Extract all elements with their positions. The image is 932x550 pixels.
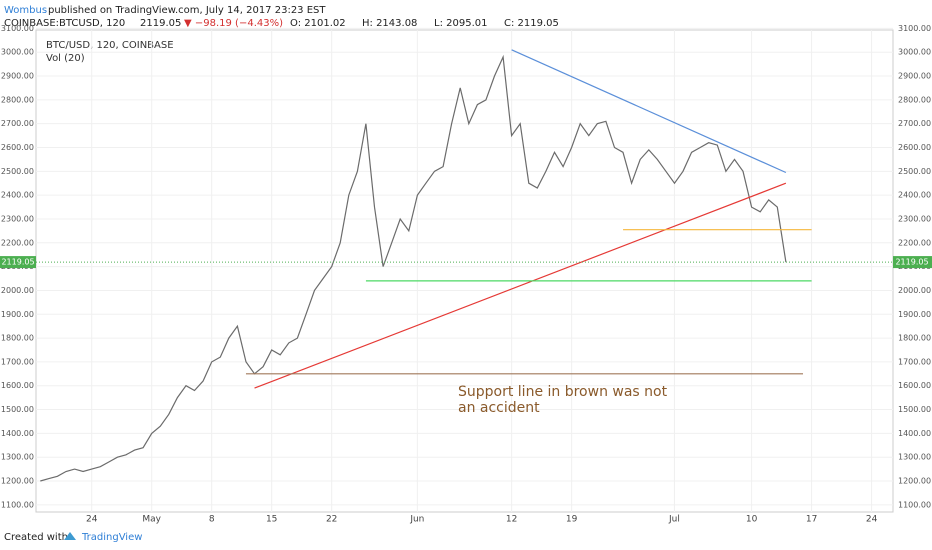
x-tick-label: 24: [866, 515, 878, 525]
trend-line: [254, 182, 787, 389]
y-tick-label-left: 1200.00: [1, 477, 34, 486]
annotation: Support line in brown was not an accident: [458, 384, 668, 416]
x-tick-label: Jul: [668, 515, 680, 525]
y-tick-label-left: 2200.00: [1, 238, 34, 247]
footer-created: Created with: [4, 532, 68, 543]
last-price-badge: [0, 256, 36, 269]
y-tick-label-left: 1900.00: [1, 310, 34, 319]
price-line: [40, 54, 787, 482]
last-price-badge: [893, 256, 932, 269]
y-tick-label-left: 2300.00: [1, 214, 34, 223]
x-tick-label: 22: [326, 515, 337, 525]
y-tick-label-left: 2900.00: [1, 72, 34, 81]
author[interactable]: Wombus: [4, 5, 47, 16]
x-tick-label: 19: [566, 515, 578, 525]
high: H: 2143.08: [362, 18, 417, 29]
x-tick-label: 15: [266, 515, 277, 525]
low: L: 2095.01: [434, 18, 487, 29]
y-tick-label-right: 1900.00: [898, 310, 931, 319]
close: C: 2119.05: [504, 18, 559, 29]
y-tick-label-left: 2400.00: [1, 191, 34, 200]
plot-frame: [35, 29, 894, 513]
x-tick-label: 24: [86, 515, 98, 525]
y-tick-label-right: 1700.00: [898, 357, 931, 366]
price: 2119.05: [140, 18, 181, 29]
x-tick-label: 12: [506, 515, 517, 525]
y-tick-label-left: 1800.00: [1, 334, 34, 343]
x-tick-label: 8: [209, 515, 215, 525]
y-tick-label-left: 1700.00: [1, 357, 34, 366]
chart-subtitle: Vol (20): [46, 53, 85, 64]
y-tick-label-right: 2600.00: [898, 143, 931, 152]
y-tick-label-right: 2800.00: [898, 95, 931, 104]
last-price-label: 2119.05: [895, 258, 928, 267]
y-tick-label-right: 2400.00: [898, 191, 931, 200]
y-tick-label-right: 2900.00: [898, 72, 931, 81]
y-tick-label-right: 2700.00: [898, 119, 931, 128]
chart-title: BTC/USD, 120, COINBASE: [46, 40, 174, 51]
y-tick-label-right: 1300.00: [898, 453, 931, 462]
trend-line: [511, 49, 787, 174]
y-tick-label-right: 1400.00: [898, 429, 931, 438]
y-tick-label-left: 2600.00: [1, 143, 34, 152]
y-tick-label-right: 1200.00: [898, 477, 931, 486]
footer-brand[interactable]: TradingView: [81, 532, 142, 543]
change: ▼ −98.19 (−4.43%): [184, 18, 283, 29]
y-tick-label-left: 2000.00: [1, 286, 34, 295]
y-tick-label-right: 2200.00: [898, 238, 931, 247]
y-tick-label-left: 1100.00: [1, 500, 34, 509]
y-tick-label-right: 3100.00: [898, 24, 931, 33]
y-tick-label-right: 3000.00: [898, 48, 931, 57]
y-tick-label-right: 1800.00: [898, 334, 931, 343]
published: published on TradingView.com, July 14, 2…: [48, 5, 326, 16]
y-tick-label-left: 2800.00: [1, 95, 34, 104]
y-tick-label-left: 1600.00: [1, 381, 34, 390]
y-tick-label-right: 1500.00: [898, 405, 931, 414]
y-tick-label-left: 2700.00: [1, 119, 34, 128]
y-tick-label-left: 2500.00: [1, 167, 34, 176]
y-tick-label-right: 2000.00: [898, 286, 931, 295]
y-tick-label-left: 1400.00: [1, 429, 34, 438]
y-tick-label-right: 2300.00: [898, 214, 931, 223]
y-tick-label-left: 1500.00: [1, 405, 34, 414]
x-tick-label: Jun: [409, 515, 424, 525]
last-price-label: 2119.05: [1, 258, 34, 267]
y-tick-label-right: 2500.00: [898, 167, 931, 176]
y-tick-label-right: 1100.00: [898, 500, 931, 509]
symbol: COINBASE:BTCUSD, 120: [4, 18, 125, 29]
open: O: 2101.02: [290, 18, 346, 29]
y-tick-label-left: 3000.00: [1, 48, 34, 57]
x-tick-label: May: [142, 515, 161, 525]
y-tick-label-right: 1600.00: [898, 381, 931, 390]
x-tick-label: 10: [746, 515, 758, 525]
y-tick-label-left: 3100.00: [1, 24, 34, 33]
x-tick-label: 17: [806, 515, 817, 525]
logo: [64, 532, 76, 540]
y-tick-label-left: 1300.00: [1, 453, 34, 462]
